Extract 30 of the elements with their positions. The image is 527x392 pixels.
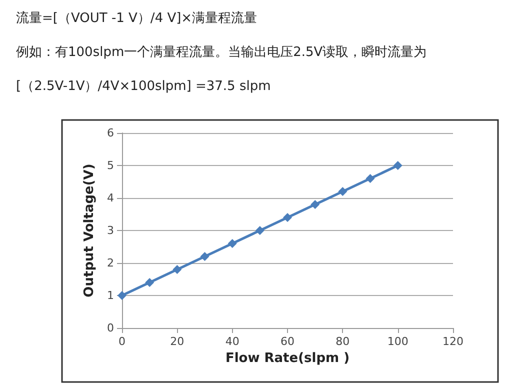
point [118, 291, 126, 300]
point [366, 174, 375, 183]
point [200, 252, 210, 261]
x-axis-title: Flow Rate(slpm ) [225, 350, 350, 366]
point [338, 187, 348, 196]
y-tick-label: 2 [107, 256, 114, 270]
point [172, 265, 182, 274]
x-tick-label: 60 [280, 335, 294, 348]
x-tick-label: 100 [387, 335, 408, 348]
point [310, 200, 320, 209]
x-tick-label: 40 [225, 335, 240, 348]
x-tick-label: 20 [170, 335, 184, 348]
point [145, 278, 154, 287]
y-tick-label: 1 [107, 289, 114, 302]
y-tick-label: 6 [107, 126, 114, 140]
text: 流量=[（VOUT -1 V）/4 V]×满量程流量 [16, 10, 258, 26]
point [255, 226, 264, 235]
y-tick-label: 4 [107, 192, 114, 204]
point [393, 161, 402, 170]
point [283, 213, 292, 222]
text: 例如：有100slpm一个满量程流量。当输出电压2.5V读取，瞬时流量为 [16, 44, 427, 60]
text: [（2.5V-1V）/4V×100slpm] =37.5 slpm [16, 79, 271, 94]
point [228, 239, 237, 248]
y-tick-label: 0 [107, 322, 114, 334]
x-tick-label: 80 [336, 335, 350, 348]
y-tick-label: 3 [107, 224, 114, 237]
y-axis-title: Output Voltage(V) [82, 164, 97, 298]
y-tick-label: 5 [107, 159, 114, 172]
x-tick-label: 120 [442, 335, 464, 348]
x-tick-label: 0 [118, 335, 126, 348]
